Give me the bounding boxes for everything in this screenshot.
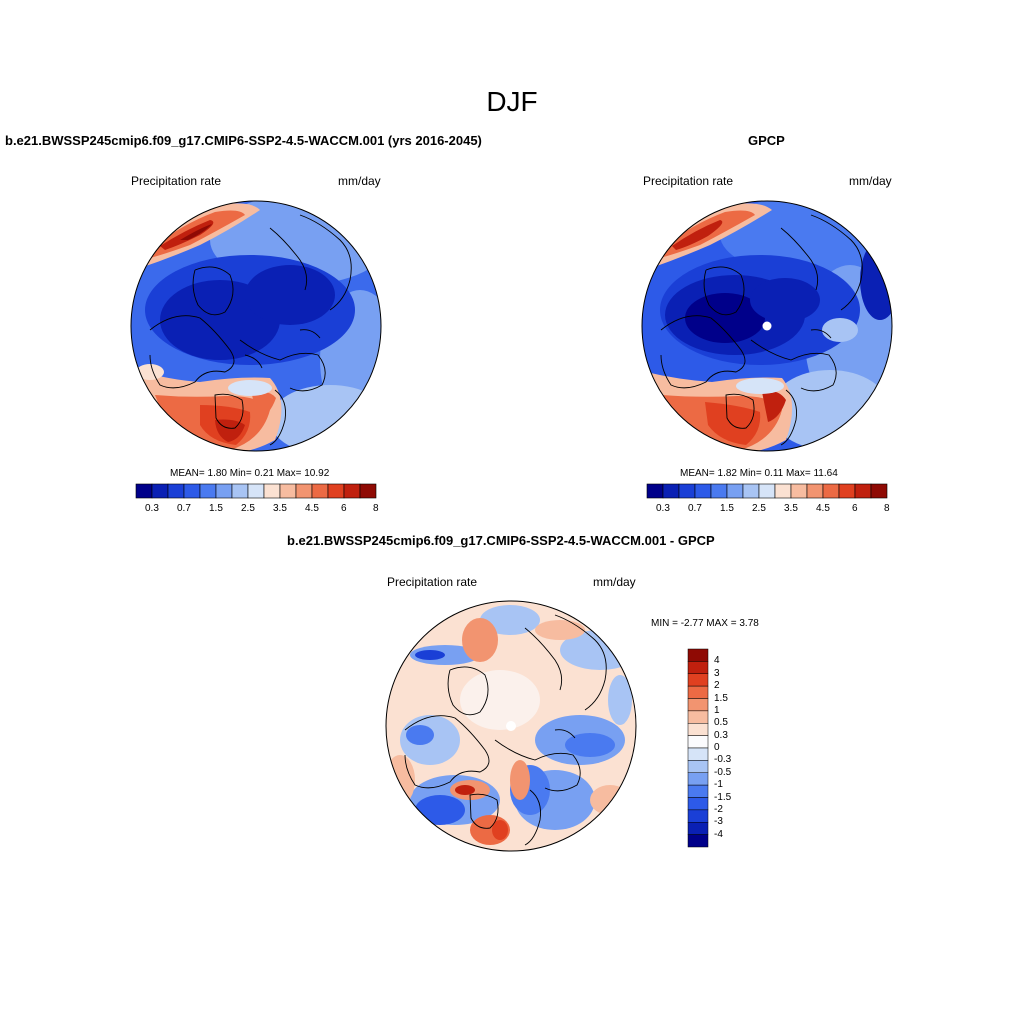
diff-colorbar-swatch xyxy=(687,772,709,786)
obs-colorbar-tick-label: 1.5 xyxy=(720,503,734,514)
model-colorbar-swatch xyxy=(167,483,185,499)
diff-colorbar-tick-label: 0.3 xyxy=(714,729,728,741)
diff-colorbar-swatch xyxy=(687,809,709,823)
diff-colorbar-tick-label: -3 xyxy=(714,816,723,828)
diff-colorbar-swatch xyxy=(687,673,709,687)
diff-colorbar-swatch xyxy=(687,661,709,674)
model-colorbar-swatch xyxy=(263,483,281,499)
obs-stats: MEAN= 1.82 Min= 0.11 Max= 11.64 xyxy=(680,468,838,479)
obs-colorbar-swatch xyxy=(822,483,840,499)
diff-colorbar-swatch xyxy=(687,784,709,798)
diff-colorbar-swatch xyxy=(687,648,709,662)
diff-colorbar-tick-label: -0.5 xyxy=(714,766,732,778)
obs-colorbar-swatch xyxy=(742,483,760,499)
model-variable-label: Precipitation rate xyxy=(131,174,222,188)
diff-colorbar-tick-label: 1.5 xyxy=(714,692,728,704)
model-colorbar-tick-label: 1.5 xyxy=(209,503,223,514)
diff-colorbar-swatch xyxy=(687,822,709,835)
diff-colorbar-tick-label: 0 xyxy=(714,742,720,753)
diff-colorbar-swatch xyxy=(687,760,709,773)
obs-colorbar-swatch xyxy=(854,483,872,499)
obs-colorbar-tick-label: 8 xyxy=(884,503,890,514)
figure-title: DJF xyxy=(486,86,538,117)
obs-colorbar-tick-label: 2.5 xyxy=(752,503,766,514)
obs-colorbar-swatch xyxy=(694,483,712,499)
obs-colorbar-swatch xyxy=(758,483,776,499)
model-colorbar-swatch xyxy=(183,483,201,499)
diff-colorbar-tick-label: 4 xyxy=(714,655,720,667)
diff-units-label: mm/day xyxy=(593,575,636,589)
diff-colorbar-swatch xyxy=(687,747,709,761)
diff-stats: MIN = -2.77 MAX = 3.78 xyxy=(651,618,759,629)
model-colorbar-tick-label: 3.5 xyxy=(273,503,287,514)
model-colorbar-tick-label: 2.5 xyxy=(241,503,255,514)
model-colorbar-swatch xyxy=(279,483,297,499)
diff-colorbar-swatch xyxy=(687,698,709,712)
model-colorbar-tick-label: 8 xyxy=(373,503,379,514)
diff-colorbar-swatch xyxy=(687,797,709,811)
diff-colorbar-swatch xyxy=(687,723,709,736)
diff-colorbar-tick-label: -4 xyxy=(714,828,723,840)
diff-colorbar-tick-label: -1.5 xyxy=(714,791,732,803)
model-colorbar-swatch xyxy=(359,483,377,499)
model-colorbar-swatch xyxy=(215,483,233,499)
model-colorbar-tick-label: 0.3 xyxy=(145,503,159,514)
diff-colorbar-tick-label: -2 xyxy=(714,803,723,815)
model-colorbar-swatch xyxy=(199,483,217,499)
model-colorbar-swatch xyxy=(295,483,313,499)
diff-colorbar-tick-label: -1 xyxy=(714,779,723,791)
diff-colorbar-tick-label: 1 xyxy=(714,704,720,716)
obs-colorbar-swatch xyxy=(678,483,696,499)
model-colorbar-swatch xyxy=(135,483,153,499)
model-colorbar-tick-label: 6 xyxy=(341,503,347,514)
model-colorbar-swatch xyxy=(151,483,169,499)
model-colorbar-tick-label: 0.7 xyxy=(177,503,191,514)
obs-colorbar-swatch xyxy=(806,483,824,499)
diff-colorbar-tick-label: -0.3 xyxy=(714,754,732,766)
diff-variable-label: Precipitation rate xyxy=(387,575,478,589)
obs-colorbar-tick-label: 3.5 xyxy=(784,503,798,514)
obs-colorbar-swatch xyxy=(726,483,744,499)
diff-colorbar-tick-label: 3 xyxy=(714,667,720,679)
diff-colorbar-tick-label: 0.5 xyxy=(714,717,728,729)
obs-units-label: mm/day xyxy=(849,174,892,188)
model-panel-title: b.e21.BWSSP245cmip6.f09_g17.CMIP6-SSP2-4… xyxy=(5,133,482,148)
model-colorbar-swatch xyxy=(311,483,329,499)
diff-colorbar-tick-label: 2 xyxy=(714,680,720,692)
obs-colorbar-swatch xyxy=(646,483,664,499)
obs-colorbar-tick-label: 6 xyxy=(852,503,858,514)
diff-colorbar-swatch xyxy=(687,735,709,749)
obs-colorbar-tick-label: 0.3 xyxy=(656,503,670,514)
diff-colorbar-swatch xyxy=(687,685,709,699)
obs-colorbar-tick-label: 0.7 xyxy=(688,503,702,514)
model-colorbar-swatch xyxy=(247,483,265,499)
model-stats: MEAN= 1.80 Min= 0.21 Max= 10.92 xyxy=(170,468,330,479)
diff-colorbar-swatch xyxy=(687,834,709,848)
obs-colorbar-swatch xyxy=(774,483,792,499)
model-units-label: mm/day xyxy=(338,174,381,188)
model-colorbar-swatch xyxy=(327,483,345,499)
diff-colorbar-swatch xyxy=(687,710,709,724)
obs-variable-label: Precipitation rate xyxy=(643,174,734,188)
model-colorbar-swatch xyxy=(343,483,361,499)
obs-colorbar-swatch xyxy=(662,483,680,499)
obs-colorbar-swatch xyxy=(790,483,808,499)
model-colorbar-tick-label: 4.5 xyxy=(305,503,319,514)
obs-colorbar-swatch xyxy=(838,483,856,499)
model-colorbar-swatch xyxy=(231,483,249,499)
obs-colorbar-tick-label: 4.5 xyxy=(816,503,830,514)
obs-colorbar-swatch xyxy=(870,483,888,499)
diff-panel-title: b.e21.BWSSP245cmip6.f09_g17.CMIP6-SSP2-4… xyxy=(287,533,715,548)
obs-panel-title: GPCP xyxy=(748,133,785,148)
obs-colorbar-swatch xyxy=(710,483,728,499)
